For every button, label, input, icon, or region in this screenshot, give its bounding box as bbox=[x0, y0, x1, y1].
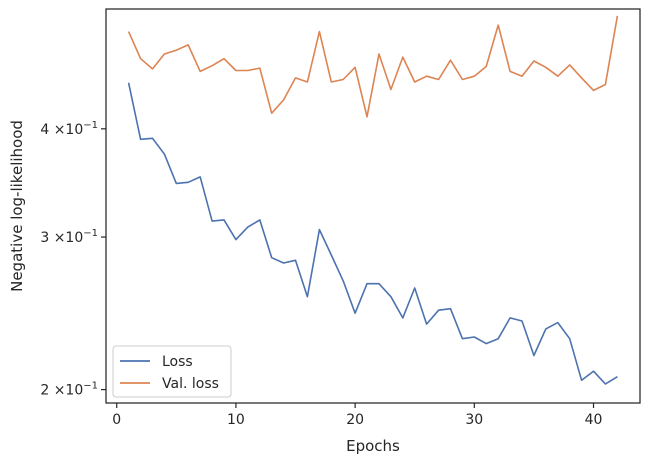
x-tick-label: 10 bbox=[227, 412, 245, 428]
y-axis-label: Negative log-likelihood bbox=[8, 120, 26, 292]
y-tick-label: 4 ×10−1 bbox=[40, 120, 98, 138]
plot-background bbox=[106, 9, 640, 403]
x-tick-label: 40 bbox=[585, 412, 603, 428]
x-axis-ticks: 0 10 20 30 40 bbox=[112, 403, 602, 428]
series-line-2 bbox=[127, 15, 619, 118]
series-line-1 bbox=[127, 82, 618, 385]
legend: Loss Val. loss bbox=[112, 345, 232, 398]
x-axis-label: Epochs bbox=[346, 437, 400, 455]
series-lines bbox=[127, 15, 619, 385]
plot-frame bbox=[105, 8, 641, 404]
x-tick-label: 30 bbox=[465, 412, 483, 428]
y-tick-label: 3 ×10−1 bbox=[40, 228, 98, 246]
legend-label-2: Val. loss bbox=[162, 376, 219, 392]
y-tick-label: 2 ×10−1 bbox=[40, 381, 98, 399]
legend-label-1: Loss bbox=[162, 354, 193, 370]
x-tick-label: 0 bbox=[112, 412, 121, 428]
x-tick-label: 20 bbox=[346, 412, 364, 428]
y-axis-ticks: 4 ×10−1 3 ×10−1 2 ×10−1 bbox=[40, 120, 106, 399]
legend-box bbox=[112, 345, 232, 398]
